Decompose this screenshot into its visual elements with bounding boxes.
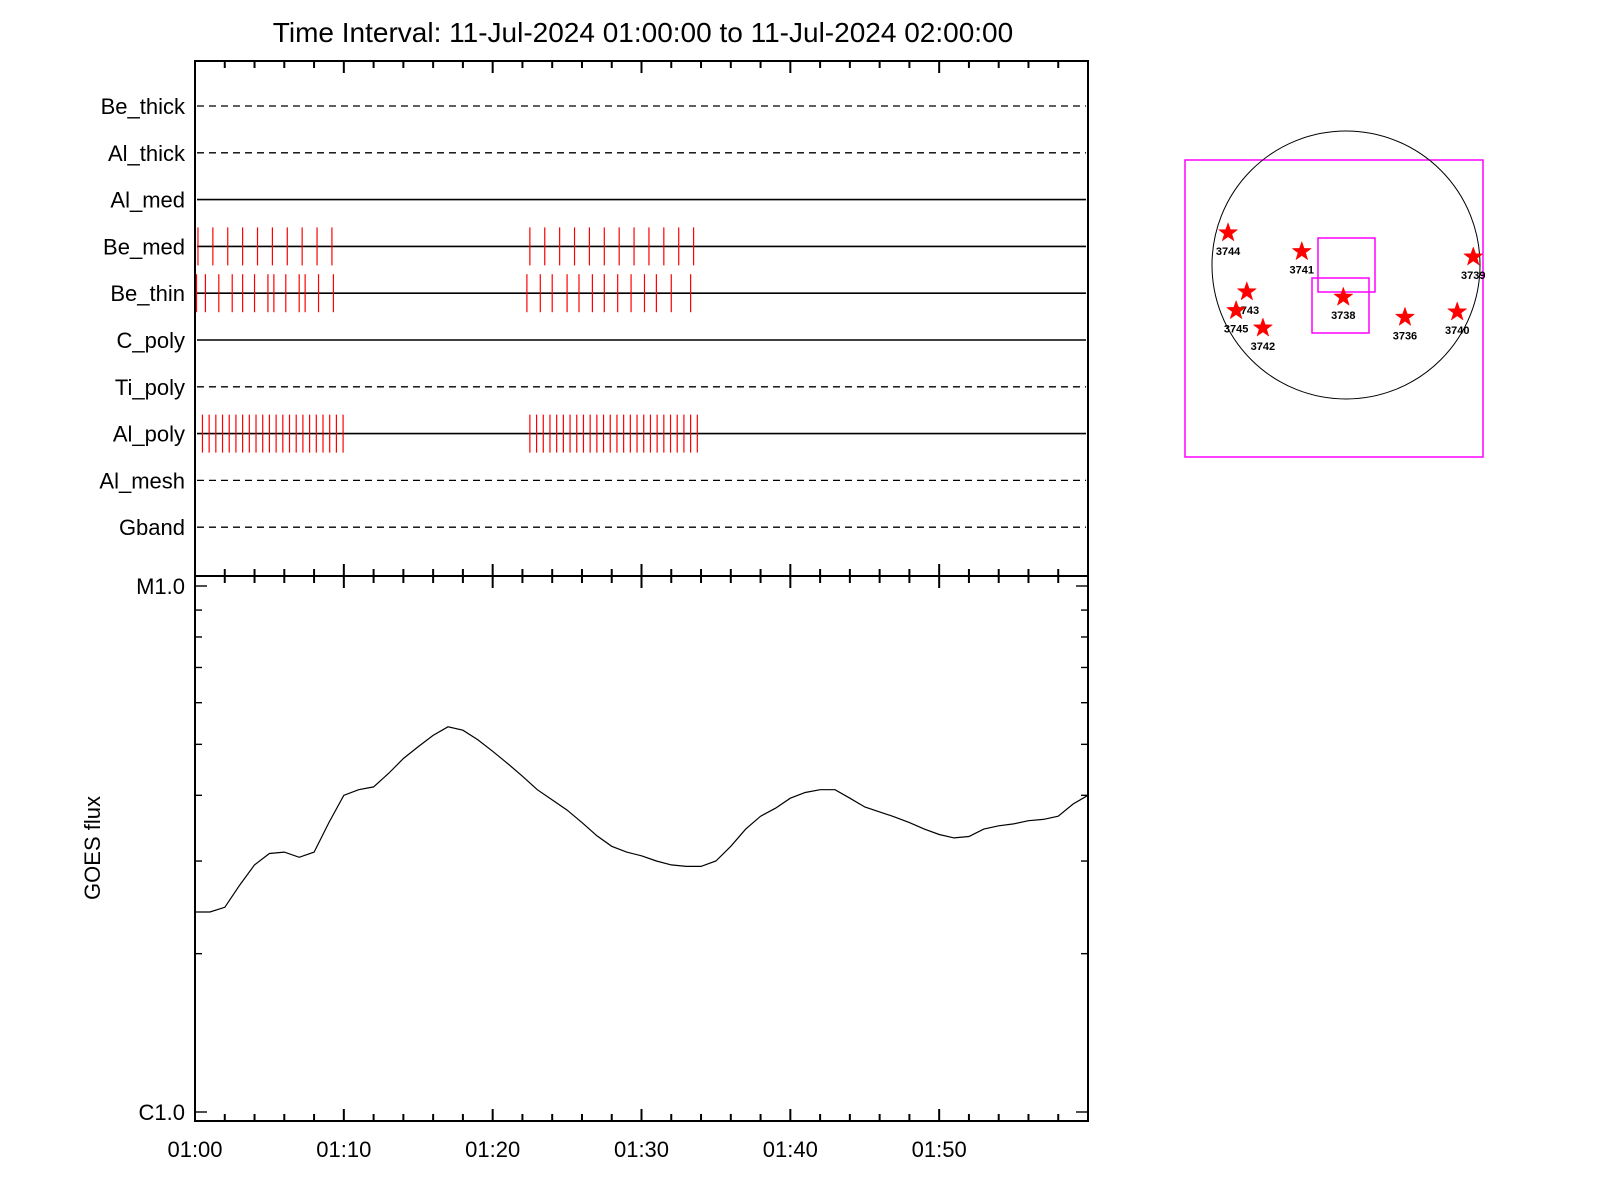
active-region-label: 3745 (1224, 324, 1248, 336)
active-region-label: 3740 (1445, 325, 1469, 337)
chart-title: Time Interval: 11-Jul-2024 01:00:00 to 1… (273, 17, 1013, 48)
x-tick-label: 01:50 (912, 1137, 967, 1162)
y-tick-label: M1.0 (136, 574, 185, 599)
pointing-box-upper (1317, 237, 1376, 293)
x-tick-label: 01:20 (465, 1137, 520, 1162)
filter-label-be-med: Be_med (103, 234, 185, 259)
active-region-star (1236, 281, 1258, 301)
raster-frame (194, 60, 1089, 577)
goes-flux-line (195, 726, 1089, 913)
raster-x-ticks (194, 61, 1089, 576)
filter-label-al-thick: Al_thick (108, 141, 186, 166)
active-region-label: 3738 (1331, 310, 1355, 322)
active-region-star (1446, 301, 1468, 321)
active-region-star (1252, 317, 1274, 337)
active-region-label: 3744 (1216, 246, 1241, 258)
field-of-view-box (1184, 159, 1484, 458)
active-region-label: 3736 (1393, 330, 1417, 342)
active-region-star (1463, 246, 1484, 266)
x-tick-label: 01:10 (316, 1137, 371, 1162)
filter-label-c-poly: C_poly (117, 328, 185, 353)
x-tick-label: 01:30 (614, 1137, 669, 1162)
x-tick-label: 01:40 (763, 1137, 818, 1162)
goes-flux-panel: 01:00 01:10 01:20 01:30 01:40 01:50 M1.0 C1.0 G… (80, 574, 1089, 1162)
filter-label-al-mesh: Al_mesh (99, 468, 185, 493)
pointing-box-lower (1311, 277, 1370, 334)
filter-label-al-med: Al_med (110, 188, 185, 213)
raster-rows: Be_thick Al_thick Al_med Be_med Be_thin C_pol… (99, 94, 1086, 540)
y-axis-label: GOES flux (80, 796, 105, 900)
filter-label-ti-poly: Ti_poly (115, 375, 185, 400)
active-region-label: 3741 (1290, 265, 1314, 277)
active-region-star (1217, 222, 1239, 242)
active-region-star (1291, 240, 1313, 261)
active-region-label: 3739 (1461, 270, 1485, 282)
filter-raster-panel: Be_thick Al_thick Al_med Be_med Be_thin C_pol… (99, 60, 1089, 577)
active-region-star (1394, 306, 1416, 327)
y-tick-label: C1.0 (139, 1100, 185, 1125)
solar-disk (1211, 130, 1481, 400)
flux-ticks: 01:00 01:10 01:20 01:30 01:40 01:50 M1.0 C1.0 (136, 574, 1089, 1162)
filter-label-be-thin: Be_thin (110, 281, 185, 306)
active-region-label: 3742 (1251, 341, 1275, 353)
filter-label-gband: Gband (119, 515, 185, 540)
filter-label-be-thick: Be_thick (101, 94, 186, 119)
flux-frame (194, 575, 1089, 1122)
x-tick-label: 01:00 (167, 1137, 222, 1162)
filter-label-al-poly: Al_poly (113, 422, 185, 447)
active-region-star (1225, 299, 1247, 320)
active-region-star (1333, 286, 1354, 306)
